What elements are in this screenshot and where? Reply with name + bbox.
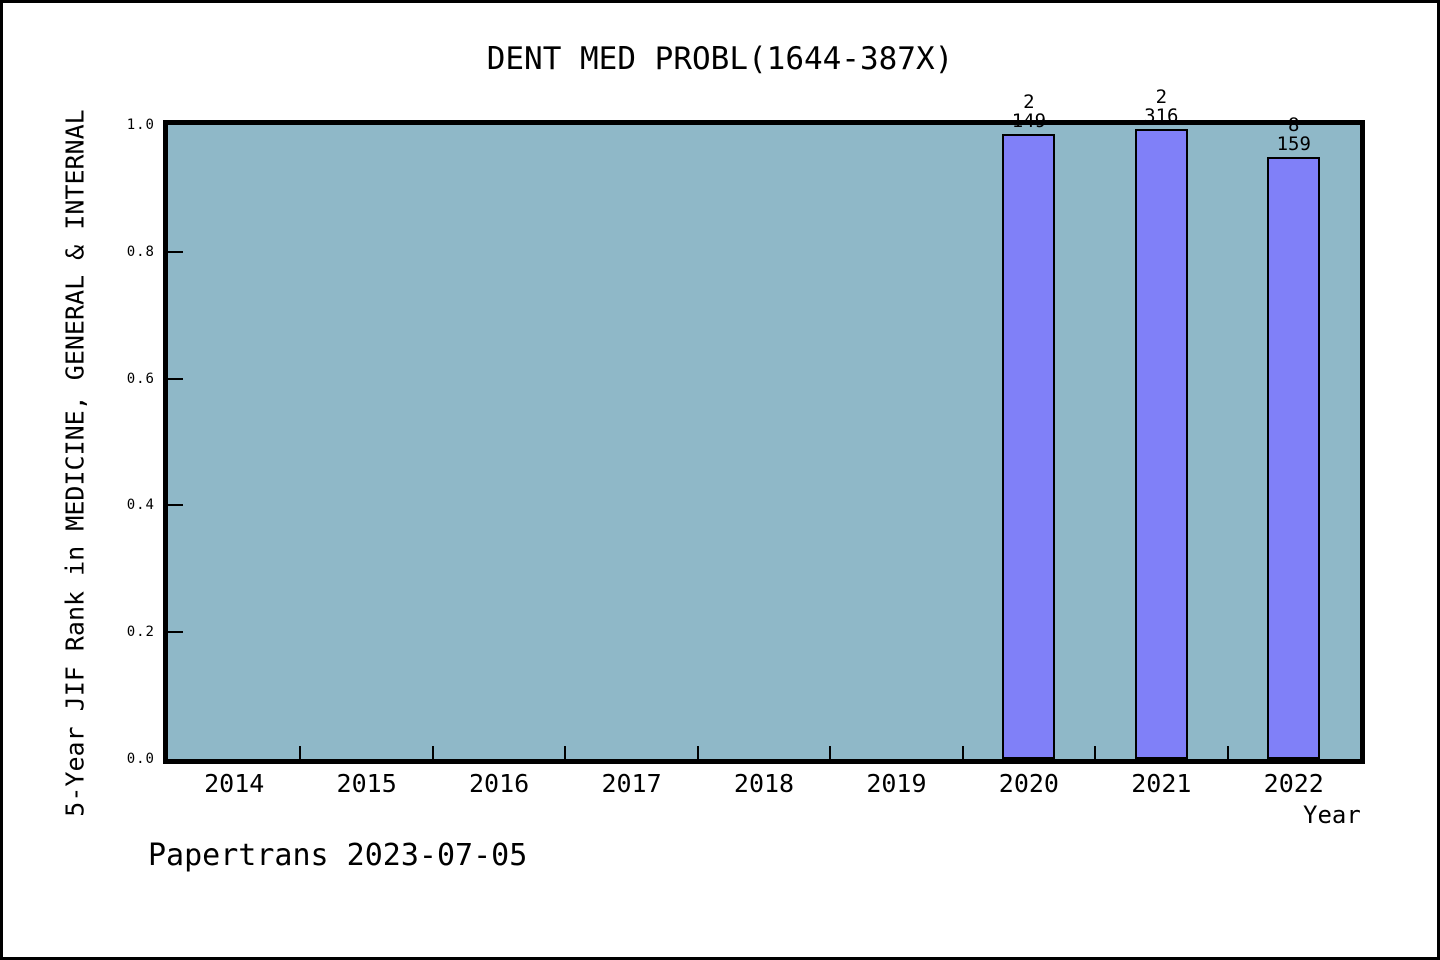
bar-label-2020: 2 149 (969, 90, 1089, 132)
bar-2021 (1134, 129, 1188, 759)
y-tick-label: 0.2 (126, 624, 155, 641)
x-tick-label-2022: 2022 (1263, 769, 1324, 798)
y-tick-label: 0.0 (126, 751, 155, 767)
bar-label-denominator: 316 (1144, 105, 1179, 127)
bar-label-2021: 2 316 (1101, 88, 1221, 126)
y-tick-label: 1.0 (126, 117, 155, 133)
x-axis-label: Year (1303, 801, 1361, 829)
x-tick-label-2015: 2015 (336, 769, 397, 798)
x-tick-label-2014: 2014 (204, 769, 265, 798)
x-tick-mark (299, 746, 302, 759)
x-tick-mark (564, 746, 567, 759)
x-tick-label-2016: 2016 (469, 769, 530, 798)
x-tick-label-2020: 2020 (998, 769, 1059, 798)
y-tick-mark (168, 631, 183, 634)
x-tick-mark (829, 746, 832, 759)
y-tick-mark (168, 504, 183, 507)
y-axis-label: 5-Year JIF Rank in MEDICINE, GENERAL & I… (60, 109, 90, 817)
x-tick-label-2021: 2021 (1131, 769, 1192, 798)
watermark: Papertrans 2023-07-05 (148, 838, 528, 873)
x-tick-label-2019: 2019 (866, 769, 927, 798)
y-tick-mark (168, 250, 183, 253)
bar-label-2022: 8 159 (1234, 113, 1354, 155)
bar-label-denominator: 159 (1276, 132, 1311, 155)
plot-area: 2 149 2 316 8 159 (163, 88, 1365, 764)
bar-label-numerator: 8 (1288, 113, 1300, 136)
chart-title: DENT MED PROBL(1644-387X) (486, 41, 954, 77)
x-tick-mark (696, 746, 699, 759)
y-tick-label: 0.6 (126, 370, 155, 387)
x-tick-mark (1094, 746, 1097, 759)
x-tick-mark (961, 746, 964, 759)
y-tick-label: 0.4 (126, 497, 155, 514)
x-tick-label-2017: 2017 (601, 769, 662, 798)
bar-2022 (1267, 156, 1321, 759)
x-tick-mark (1226, 746, 1229, 759)
x-tick-label-2018: 2018 (733, 769, 795, 798)
bar-2020 (1002, 133, 1056, 759)
bar-label-denominator: 149 (1011, 109, 1047, 132)
bar-label-numerator: 2 (1023, 90, 1035, 113)
bar-label-numerator: 2 (1155, 86, 1168, 108)
y-tick-mark (168, 377, 183, 380)
x-tick-mark (431, 746, 434, 759)
y-tick-label: 0.8 (126, 243, 155, 260)
